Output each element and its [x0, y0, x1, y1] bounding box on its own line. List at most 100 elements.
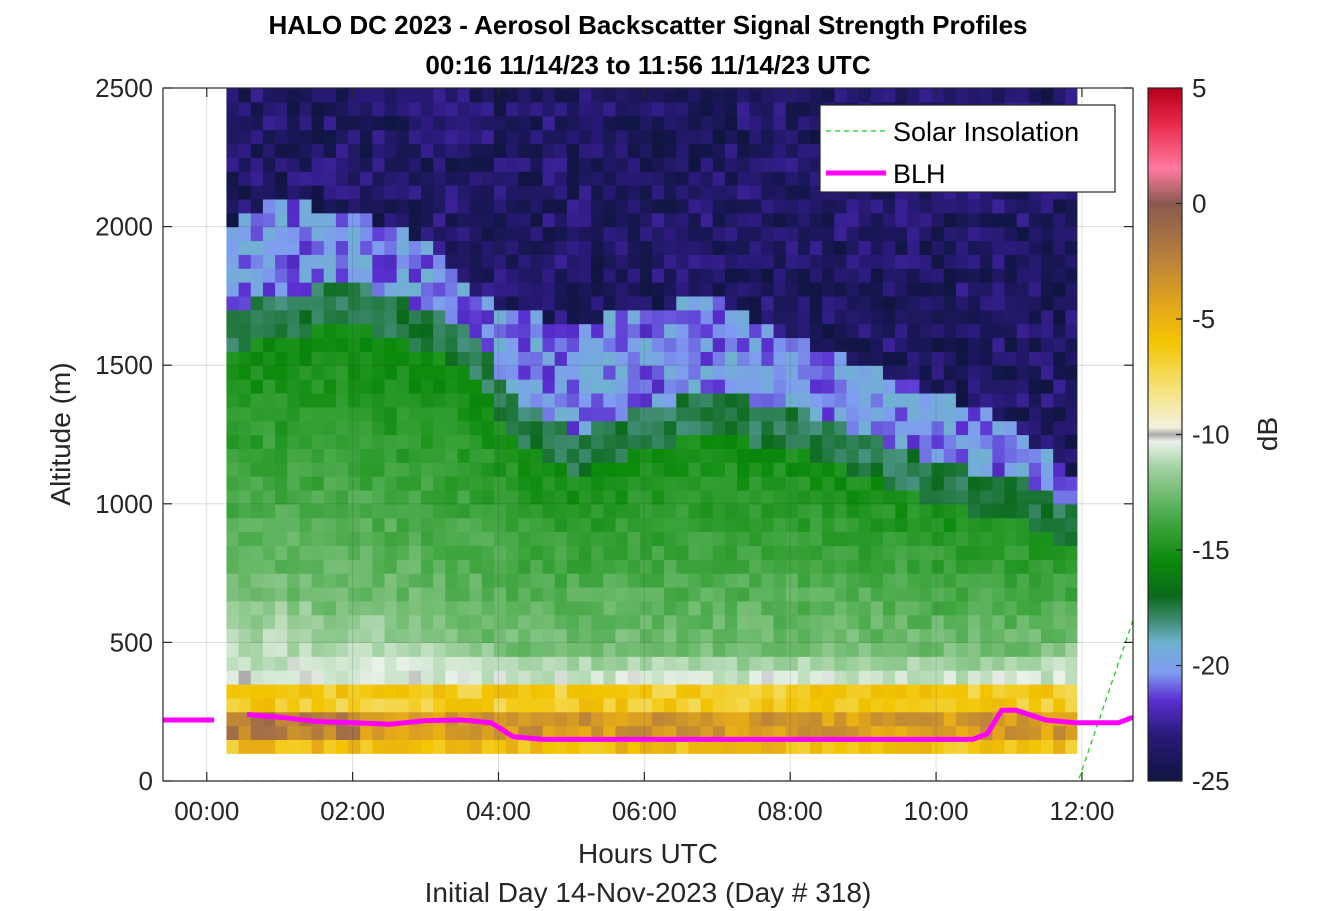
heatmap-cell [1053, 212, 1066, 228]
heatmap-cell [858, 697, 872, 713]
heatmap-cell [275, 670, 288, 685]
heatmap-cell [481, 517, 495, 533]
heatmap-cell [384, 212, 398, 228]
heatmap-cell [384, 642, 398, 657]
heatmap-cell [1053, 254, 1066, 269]
heatmap-cell [651, 489, 665, 505]
heatmap-cell [603, 614, 617, 630]
heatmap-cell [457, 309, 471, 325]
heatmap-cell [615, 559, 629, 574]
heatmap-cell [968, 212, 981, 228]
heatmap-cell [651, 545, 665, 560]
heatmap-cell [506, 351, 519, 366]
heatmap-cell [664, 614, 677, 630]
heatmap-cell [834, 212, 848, 228]
heatmap-cell [275, 434, 288, 449]
heatmap-cell [360, 725, 373, 741]
heatmap-cell [797, 683, 811, 699]
heatmap-cell [895, 600, 908, 616]
heatmap-cell [457, 586, 471, 602]
heatmap-cell [907, 282, 921, 297]
heatmap-cell [1004, 420, 1018, 436]
heatmap-cell [518, 573, 531, 588]
heatmap-cell [931, 295, 945, 311]
heatmap-cell [797, 254, 811, 269]
heatmap-cell [688, 254, 702, 269]
heatmap-cell [566, 88, 580, 103]
heatmap-cell [530, 628, 544, 643]
heatmap-cell [287, 143, 300, 158]
heatmap-cell [250, 559, 264, 574]
heatmap-cell [469, 295, 483, 311]
heatmap-cell [481, 198, 495, 214]
heatmap-cell [433, 739, 446, 754]
heatmap-cell [785, 157, 799, 172]
heatmap-cell [822, 198, 835, 214]
heatmap-cell [1016, 545, 1030, 560]
heatmap-cell [420, 282, 434, 297]
heatmap-cell [931, 614, 945, 630]
heatmap-cell [360, 683, 373, 699]
x-axis-sublabel: Initial Day 14-Nov-2023 (Day # 318) [425, 877, 872, 908]
heatmap-cell [238, 351, 252, 366]
heatmap-cell [907, 295, 921, 311]
heatmap-cell [420, 670, 434, 685]
heatmap-cell [627, 406, 641, 422]
heatmap-cell [384, 531, 398, 546]
heatmap-cell [882, 573, 896, 588]
heatmap-cell [250, 586, 264, 602]
heatmap-cell [372, 157, 386, 172]
heatmap-cell [810, 351, 823, 366]
heatmap-cell [493, 489, 507, 505]
heatmap-cell [712, 309, 726, 325]
heatmap-cell [275, 739, 288, 754]
heatmap-cell [420, 212, 434, 228]
heatmap-cell [554, 268, 568, 283]
heatmap-cell [1065, 226, 1078, 242]
heatmap-cell [943, 254, 957, 269]
heatmap-cell [1065, 586, 1078, 602]
heatmap-cell [566, 379, 580, 394]
heatmap-cell [639, 268, 653, 283]
heatmap-cell [566, 462, 580, 477]
heatmap-cell [603, 545, 617, 560]
heatmap-cell [518, 586, 531, 602]
heatmap-cell [420, 101, 434, 117]
heatmap-cell [481, 337, 495, 352]
heatmap-cell [530, 531, 544, 546]
heatmap-cell [797, 365, 811, 380]
heatmap-cell [445, 586, 459, 602]
heatmap-cell [457, 129, 471, 145]
heatmap-cell [603, 392, 617, 408]
heatmap-cell [542, 254, 556, 269]
heatmap-cell [275, 101, 288, 117]
heatmap-cell [275, 462, 288, 477]
heatmap-cell [810, 725, 823, 741]
heatmap-cell [870, 489, 884, 505]
heatmap-cell [408, 434, 422, 449]
heatmap-cell [457, 392, 471, 408]
heatmap-cell [895, 240, 908, 255]
heatmap-cell [360, 143, 373, 158]
heatmap-cell [262, 101, 276, 117]
heatmap-cell [968, 198, 981, 214]
heatmap-cell [749, 379, 762, 394]
heatmap-cell [773, 739, 787, 754]
heatmap-cell [384, 337, 398, 352]
heatmap-cell [676, 462, 690, 477]
heatmap-cell [372, 517, 386, 533]
heatmap-cell [384, 614, 398, 630]
heatmap-cell [773, 531, 787, 546]
heatmap-cell [1016, 351, 1030, 366]
heatmap-cell [639, 198, 653, 214]
heatmap-cell [469, 600, 483, 616]
heatmap-cell [676, 88, 690, 103]
heatmap-cell [895, 406, 908, 422]
heatmap-cell [226, 365, 240, 380]
heatmap-cell [530, 351, 544, 366]
heatmap-cell [530, 448, 544, 463]
heatmap-cell [1028, 295, 1042, 311]
heatmap-cell [275, 88, 288, 103]
heatmap-cell [226, 129, 240, 145]
heatmap-cell [493, 198, 507, 214]
